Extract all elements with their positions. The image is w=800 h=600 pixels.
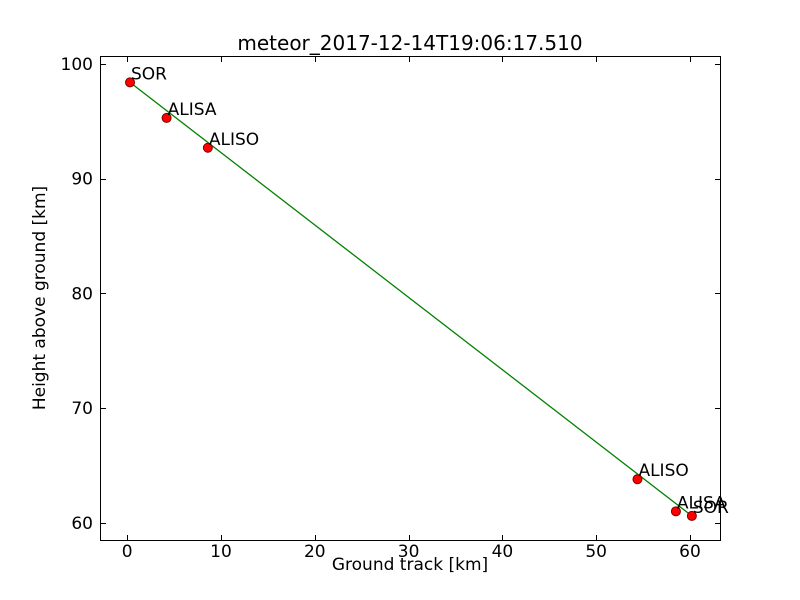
x-tick-label: 60 (679, 542, 701, 562)
trajectory-line (129, 81, 693, 517)
data-point-marker (632, 474, 643, 485)
point-label: SOR (693, 498, 729, 518)
point-label: ALISA (168, 100, 217, 120)
x-tick-label: 30 (398, 542, 420, 562)
x-tick-label: 40 (492, 542, 514, 562)
point-label: SOR (131, 64, 167, 84)
chart-title: meteor_2017-12-14T19:06:17.510 (237, 31, 582, 55)
data-point-marker (125, 77, 136, 88)
x-tick-label: 0 (122, 542, 133, 562)
x-tick-label: 50 (585, 542, 607, 562)
y-tick-label: 90 (71, 170, 93, 190)
point-label: ALISO (638, 461, 688, 481)
data-point-marker (686, 510, 697, 521)
y-tick-label: 100 (61, 55, 93, 75)
data-point-marker (161, 112, 172, 123)
y-tick-label: 80 (71, 284, 93, 304)
data-point-marker (670, 506, 681, 517)
data-point-marker (202, 142, 213, 153)
x-tick-label: 10 (210, 542, 232, 562)
point-label: ALISO (209, 130, 259, 150)
x-tick-label: 20 (304, 542, 326, 562)
y-tick-label: 70 (71, 399, 93, 419)
y-tick-label: 60 (71, 514, 93, 534)
y-axis-label: Height above ground [km] (30, 186, 50, 410)
point-label: ALISA (677, 493, 726, 513)
x-axis-label: Ground track [km] (332, 555, 488, 575)
